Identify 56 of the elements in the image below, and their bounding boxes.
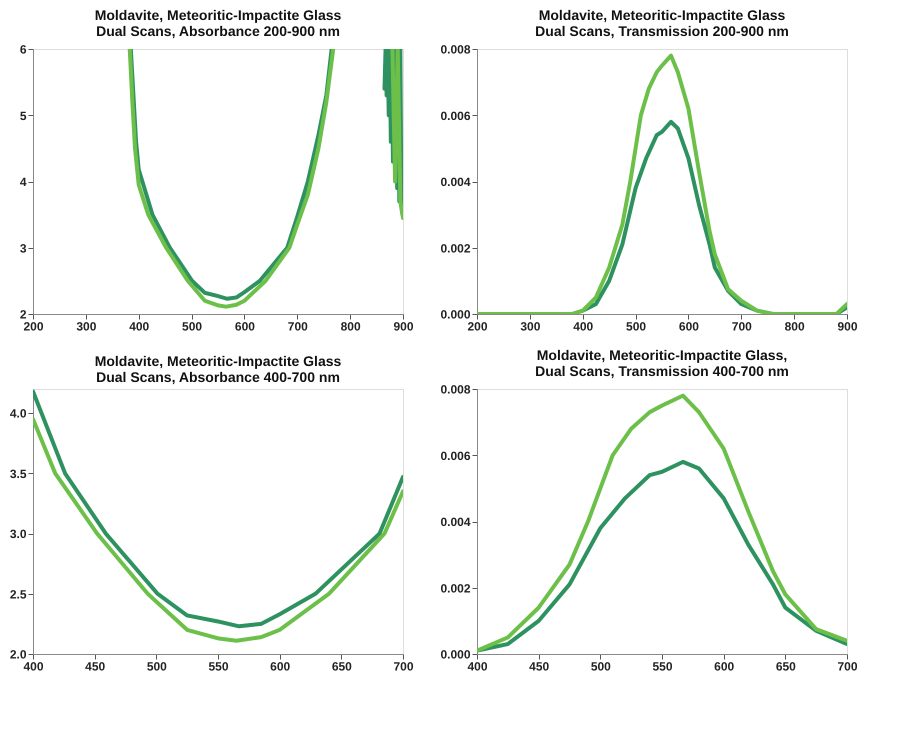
y-tick-label: 0.006: [440, 448, 471, 463]
chart-title: Moldavite, Meteoritic-Impactite Glass Dual Scans, Absorbance 200-900 nm: [94, 7, 342, 39]
x-tick-label: 300: [520, 320, 541, 334]
y-tick-label: 3.5: [10, 466, 27, 481]
x-tick-label: 600: [714, 660, 734, 674]
line-series: [33, 417, 403, 643]
y-tick-label: 4: [20, 175, 27, 189]
x-tick-label: 300: [76, 320, 97, 334]
y-tick-label: 3.0: [10, 527, 27, 542]
y-tick-label: 0.008: [440, 42, 471, 56]
y-tick-label: 3: [20, 241, 27, 256]
y-tick-label: 6: [20, 42, 27, 56]
x-tick-label: 500: [590, 660, 612, 674]
x-tick-label: 200: [23, 320, 44, 334]
x-tick-label: 500: [146, 660, 168, 674]
chart-title: Moldavite, Meteoritic-Impactite Glass Dual Scans, Absorbance 400-700 nm: [94, 353, 342, 385]
x-tick-label: 500: [626, 320, 646, 334]
y-tick-label: 0.002: [440, 241, 471, 256]
y-tick-label: 0.006: [440, 108, 471, 123]
x-tick-label: 550: [652, 660, 673, 674]
y-tick-label: 0.000: [440, 648, 471, 662]
y-tick-label: 0.002: [440, 581, 471, 596]
y-tick-label: 0.004: [440, 175, 471, 189]
line-series: [33, 389, 403, 628]
x-tick-label: 900: [837, 320, 858, 334]
y-tick-label: 2.5: [10, 587, 27, 602]
x-tick-label: 700: [837, 660, 858, 674]
x-tick-label: 500: [182, 320, 202, 334]
x-tick-label: 700: [288, 320, 308, 334]
x-tick-label: 200: [467, 320, 488, 334]
y-tick-label: 2: [20, 308, 27, 322]
x-tick-label: 800: [340, 320, 361, 334]
y-tick-label: 2.0: [10, 648, 27, 662]
x-tick-label: 700: [393, 660, 414, 674]
y-tick-label: 5: [20, 108, 27, 123]
x-tick-label: 600: [234, 320, 256, 334]
y-tick-label: 0.008: [440, 382, 471, 396]
x-tick-label: 400: [467, 660, 488, 674]
x-tick-label: 650: [776, 660, 796, 674]
x-tick-label: 550: [208, 660, 229, 674]
chart-title: Moldavite, Meteoritic-Impactite Glass, Dual Scans, Transmission 400-700 nm: [535, 347, 789, 379]
x-tick-label: 800: [784, 320, 805, 334]
chart-title: Moldavite, Meteoritic-Impactite Glass Dual Scans, Transmission 200-900 nm: [535, 7, 789, 39]
y-tick-label: 0.004: [440, 515, 471, 529]
x-tick-label: 450: [85, 660, 106, 674]
x-tick-label: 600: [270, 660, 290, 674]
x-tick-label: 700: [732, 320, 752, 334]
x-tick-label: 900: [393, 320, 414, 334]
x-tick-label: 400: [573, 320, 594, 334]
x-tick-label: 400: [129, 320, 150, 334]
x-tick-label: 450: [529, 660, 550, 674]
x-tick-label: 400: [23, 660, 44, 674]
y-tick-label: 0.000: [440, 308, 471, 322]
y-tick-label: 4.0: [10, 406, 27, 421]
x-tick-label: 650: [332, 660, 352, 674]
x-tick-label: 600: [678, 320, 700, 334]
